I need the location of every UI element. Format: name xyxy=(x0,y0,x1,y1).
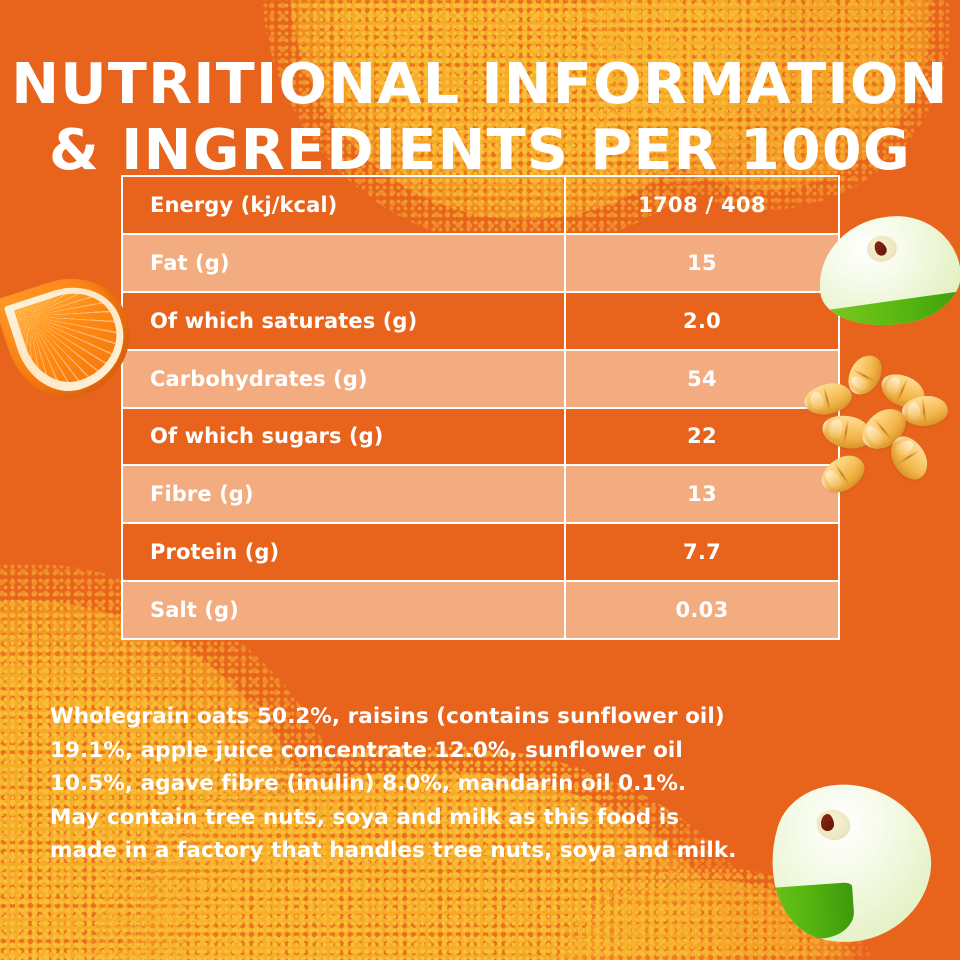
table-row: Fat (g) 15 xyxy=(123,234,838,293)
nutrient-label: Protein (g) xyxy=(150,540,280,565)
orange-wedge-image xyxy=(0,263,146,413)
allergen-text: May contain tree nuts, soya and milk as … xyxy=(50,804,737,864)
nutrient-label: Energy (kj/kcal) xyxy=(150,192,338,217)
nutrient-label: Fibre (g) xyxy=(150,482,254,507)
nutrient-label: Salt (g) xyxy=(150,598,239,623)
table-row: Of which sugars (g) 22 xyxy=(123,408,838,467)
nutrient-value: 13 xyxy=(564,466,838,523)
nutrient-value: 7.7 xyxy=(564,524,838,581)
nutrition-table: Energy (kj/kcal) 1708 / 408 Fat (g) 15 O… xyxy=(121,175,840,640)
table-row: Energy (kj/kcal) 1708 / 408 xyxy=(123,177,838,235)
nutrient-value: 1708 / 408 xyxy=(564,177,838,233)
nutrient-value: 22 xyxy=(564,408,838,465)
page-title: Nutritional Information & Ingredients pe… xyxy=(0,52,960,184)
table-row: Of which saturates (g) 2.0 xyxy=(123,292,838,351)
speckle-blob-bottom-right xyxy=(542,866,878,960)
nutrient-value: 15 xyxy=(564,234,838,291)
nutrient-label: Of which sugars (g) xyxy=(150,424,384,449)
page-title-line-2: & Ingredients per 100g xyxy=(49,117,911,183)
page-title-line-1: Nutritional Information xyxy=(11,51,949,117)
nutrient-value: 54 xyxy=(564,350,838,407)
nutrient-value: 0.03 xyxy=(564,582,838,638)
ingredients-block: Wholegrain oats 50.2%, raisins (contains… xyxy=(50,700,810,868)
table-row: Salt (g) 0.03 xyxy=(123,582,838,638)
table-row: Fibre (g) 13 xyxy=(123,466,838,525)
nutrient-value: 2.0 xyxy=(564,292,838,349)
table-row: Protein (g) 7.7 xyxy=(123,524,838,583)
ingredients-text: Wholegrain oats 50.2%, raisins (contains… xyxy=(50,704,725,796)
nutrient-label: Of which saturates (g) xyxy=(150,308,418,333)
nutrient-label: Fat (g) xyxy=(150,250,230,275)
table-row: Carbohydrates (g) 54 xyxy=(123,350,838,409)
nutrient-label: Carbohydrates (g) xyxy=(150,366,368,391)
